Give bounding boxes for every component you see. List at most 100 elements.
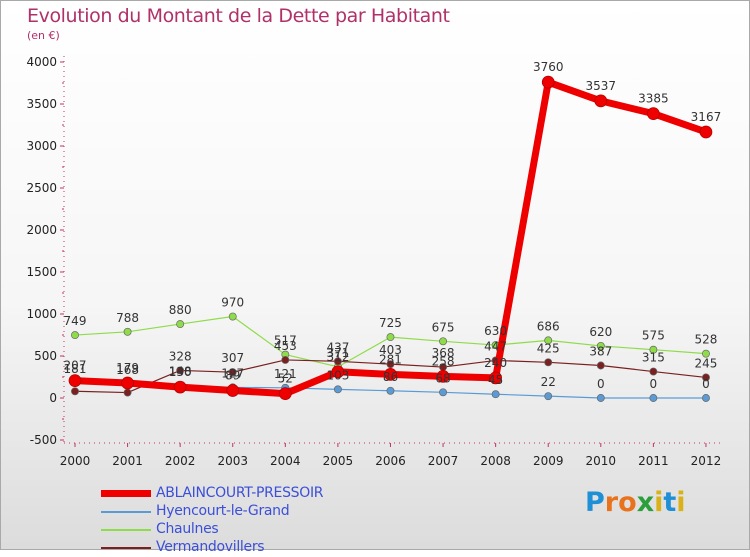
data-point xyxy=(702,373,710,382)
data-label: 725 xyxy=(379,316,402,330)
data-point xyxy=(386,360,395,369)
data-label: 788 xyxy=(116,311,139,325)
data-label: 437 xyxy=(326,340,349,354)
data-point xyxy=(123,327,132,336)
chart-title: Evolution du Montant de la Dette par Hab… xyxy=(27,5,450,27)
data-point xyxy=(699,125,713,139)
data-point xyxy=(228,312,237,321)
x-tick-label: 2005 xyxy=(323,454,354,468)
y-tick-label: 2500 xyxy=(26,181,57,195)
data-label: 387 xyxy=(589,344,612,358)
y-tick-label: 0 xyxy=(49,391,57,405)
data-point xyxy=(491,390,500,399)
x-tick-label: 2006 xyxy=(375,454,406,468)
brand-letter: o xyxy=(618,487,637,518)
data-label: 245 xyxy=(695,356,718,370)
data-point xyxy=(228,368,237,377)
chart-subtitle: (en €) xyxy=(27,29,60,42)
data-point xyxy=(649,345,658,354)
data-label: 207 xyxy=(64,359,87,373)
y-tick-label: 3000 xyxy=(26,139,57,153)
y-tick-label: -500 xyxy=(30,433,57,447)
data-point xyxy=(596,341,605,350)
data-point xyxy=(176,320,185,329)
data-label: 22 xyxy=(541,375,556,389)
data-point xyxy=(439,337,448,346)
data-point xyxy=(121,376,134,390)
x-tick-label: 2004 xyxy=(270,454,301,468)
data-point xyxy=(333,385,342,394)
data-point xyxy=(71,387,79,396)
data-label: 749 xyxy=(64,314,87,328)
legend-label: Chaulnes xyxy=(156,521,219,537)
data-point xyxy=(281,355,290,364)
data-label: 103 xyxy=(326,368,349,382)
legend-label: Hyencourt-le-Grand xyxy=(156,503,290,519)
data-label: 168 xyxy=(116,363,139,377)
y-tick-label: 500 xyxy=(34,349,57,363)
data-label: 0 xyxy=(702,377,710,391)
data-label: 630 xyxy=(484,324,507,338)
data-point xyxy=(649,367,658,376)
legend-label: ABLAINCOURT-PRESSOIR xyxy=(156,485,324,501)
data-point xyxy=(544,336,553,345)
legend-swatch xyxy=(101,511,151,513)
data-label: 970 xyxy=(221,296,244,310)
data-label: 371 xyxy=(326,346,349,360)
legend-swatch xyxy=(101,529,151,531)
data-point xyxy=(594,94,608,108)
brand-letter: i xyxy=(676,487,686,518)
data-label: 89 xyxy=(225,369,240,383)
x-tick-label: 2012 xyxy=(691,454,722,468)
data-point xyxy=(702,349,710,358)
data-label: 517 xyxy=(274,334,297,348)
data-label: 240 xyxy=(484,356,507,370)
data-label: 68 xyxy=(435,371,450,385)
data-label: 181 xyxy=(64,362,87,376)
data-point xyxy=(544,358,553,367)
data-label: 281 xyxy=(379,352,402,366)
x-tick-label: 2007 xyxy=(428,454,459,468)
y-tick-label: 3500 xyxy=(26,97,57,111)
data-label: 575 xyxy=(642,329,665,343)
data-point xyxy=(68,374,82,387)
data-point xyxy=(331,365,345,379)
data-label: 179 xyxy=(116,361,139,375)
brand-letter: t xyxy=(663,487,677,518)
data-point xyxy=(386,333,395,342)
data-label: 312 xyxy=(326,350,349,364)
brand-letter: x xyxy=(636,487,655,518)
data-label: 86 xyxy=(383,370,398,384)
data-label: 3760 xyxy=(533,60,564,74)
brand-letter: P xyxy=(585,487,605,518)
x-tick-label: 2009 xyxy=(533,454,564,468)
data-point xyxy=(71,331,79,340)
data-label: 148 xyxy=(169,365,192,379)
data-point xyxy=(436,369,450,383)
y-tick-label: 1500 xyxy=(26,265,57,279)
data-label: 45 xyxy=(488,373,503,387)
data-point xyxy=(173,380,187,394)
data-label: 3167 xyxy=(691,110,722,124)
data-point xyxy=(596,361,605,370)
data-label: 447 xyxy=(484,339,507,353)
data-label: 121 xyxy=(274,367,297,381)
x-tick-label: 2002 xyxy=(165,454,196,468)
data-label: 0 xyxy=(597,377,605,391)
data-label: 3537 xyxy=(586,79,617,93)
y-tick-label: 4000 xyxy=(26,55,57,69)
data-label: 686 xyxy=(537,319,560,333)
y-tick-label: 1000 xyxy=(26,307,57,321)
x-tick-label: 2000 xyxy=(60,454,91,468)
data-point xyxy=(123,388,132,397)
brand-letter: i xyxy=(654,487,664,518)
data-label: 0 xyxy=(650,377,658,391)
data-point xyxy=(647,107,660,121)
x-tick-label: 2008 xyxy=(480,454,511,468)
data-label: 425 xyxy=(537,341,560,355)
y-tick-label: 2000 xyxy=(26,223,57,237)
brand-letter: r xyxy=(604,487,619,518)
data-point xyxy=(649,394,658,402)
data-point xyxy=(333,357,342,366)
